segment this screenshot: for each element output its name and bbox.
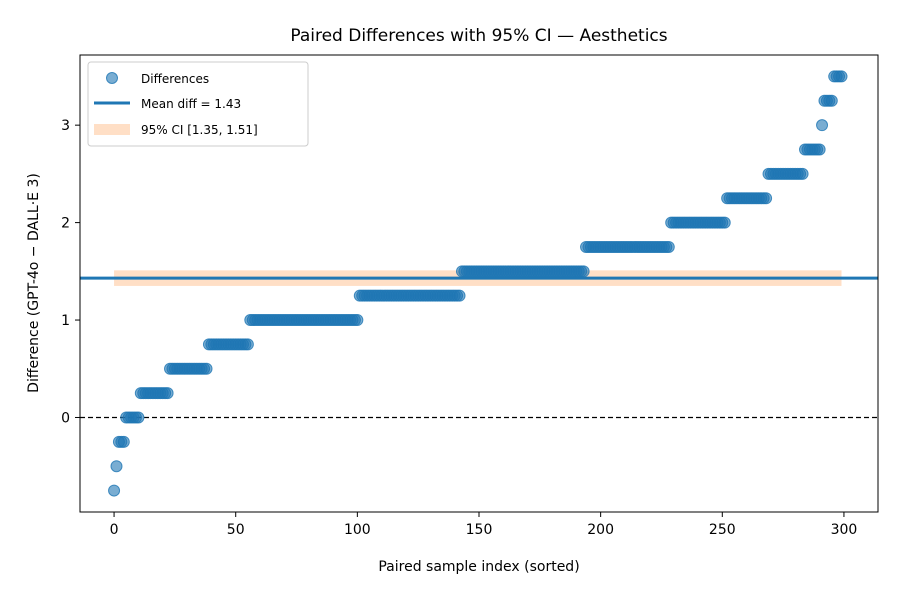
data-point xyxy=(117,435,130,448)
x-tick-label: 250 xyxy=(709,522,736,538)
data-point xyxy=(835,70,848,83)
plot-area xyxy=(80,70,878,497)
y-tick-label: 0 xyxy=(61,410,70,426)
legend-box xyxy=(87,61,309,147)
y-tick-label: 2 xyxy=(61,216,70,232)
data-point xyxy=(453,289,466,302)
data-point xyxy=(200,362,213,375)
data-point xyxy=(825,94,838,107)
x-tick-label: 50 xyxy=(227,522,245,538)
legend-marker-ci xyxy=(94,124,130,135)
legend-label-mean: Mean diff = 1.43 xyxy=(141,97,241,111)
x-tick-label: 150 xyxy=(466,522,493,538)
data-point xyxy=(161,387,174,400)
y-axis: 0 1 2 3 xyxy=(61,118,80,426)
y-axis-label: Difference (GPT-4o − DALL·E 3) xyxy=(26,173,42,393)
legend: Differences Mean diff = 1.43 95% CI [1.3… xyxy=(87,61,309,147)
x-axis-label: Paired sample index (sorted) xyxy=(378,559,579,575)
data-point xyxy=(577,265,590,278)
data-point xyxy=(241,338,254,351)
x-tick-label: 200 xyxy=(587,522,614,538)
legend-marker-differences xyxy=(106,72,118,84)
x-tick-label: 300 xyxy=(831,522,858,538)
data-point xyxy=(813,143,826,156)
data-point xyxy=(718,216,731,229)
x-axis: 0 50 100 150 200 250 300 xyxy=(110,512,858,538)
legend-label-ci: 95% CI [1.35, 1.51] xyxy=(141,123,258,137)
data-point xyxy=(108,484,121,497)
data-point xyxy=(351,314,364,327)
legend-label-differences: Differences xyxy=(141,72,209,86)
y-tick-label: 3 xyxy=(61,118,70,134)
data-point xyxy=(662,240,675,253)
chart-title: Paired Differences with 95% CI — Aesthet… xyxy=(290,26,667,46)
data-point xyxy=(760,192,773,205)
data-point xyxy=(796,167,809,180)
data-point xyxy=(132,411,145,424)
data-point xyxy=(110,460,123,473)
x-tick-label: 100 xyxy=(344,522,371,538)
y-tick-label: 1 xyxy=(61,313,70,329)
data-point xyxy=(816,119,829,132)
x-tick-label: 0 xyxy=(110,522,119,538)
